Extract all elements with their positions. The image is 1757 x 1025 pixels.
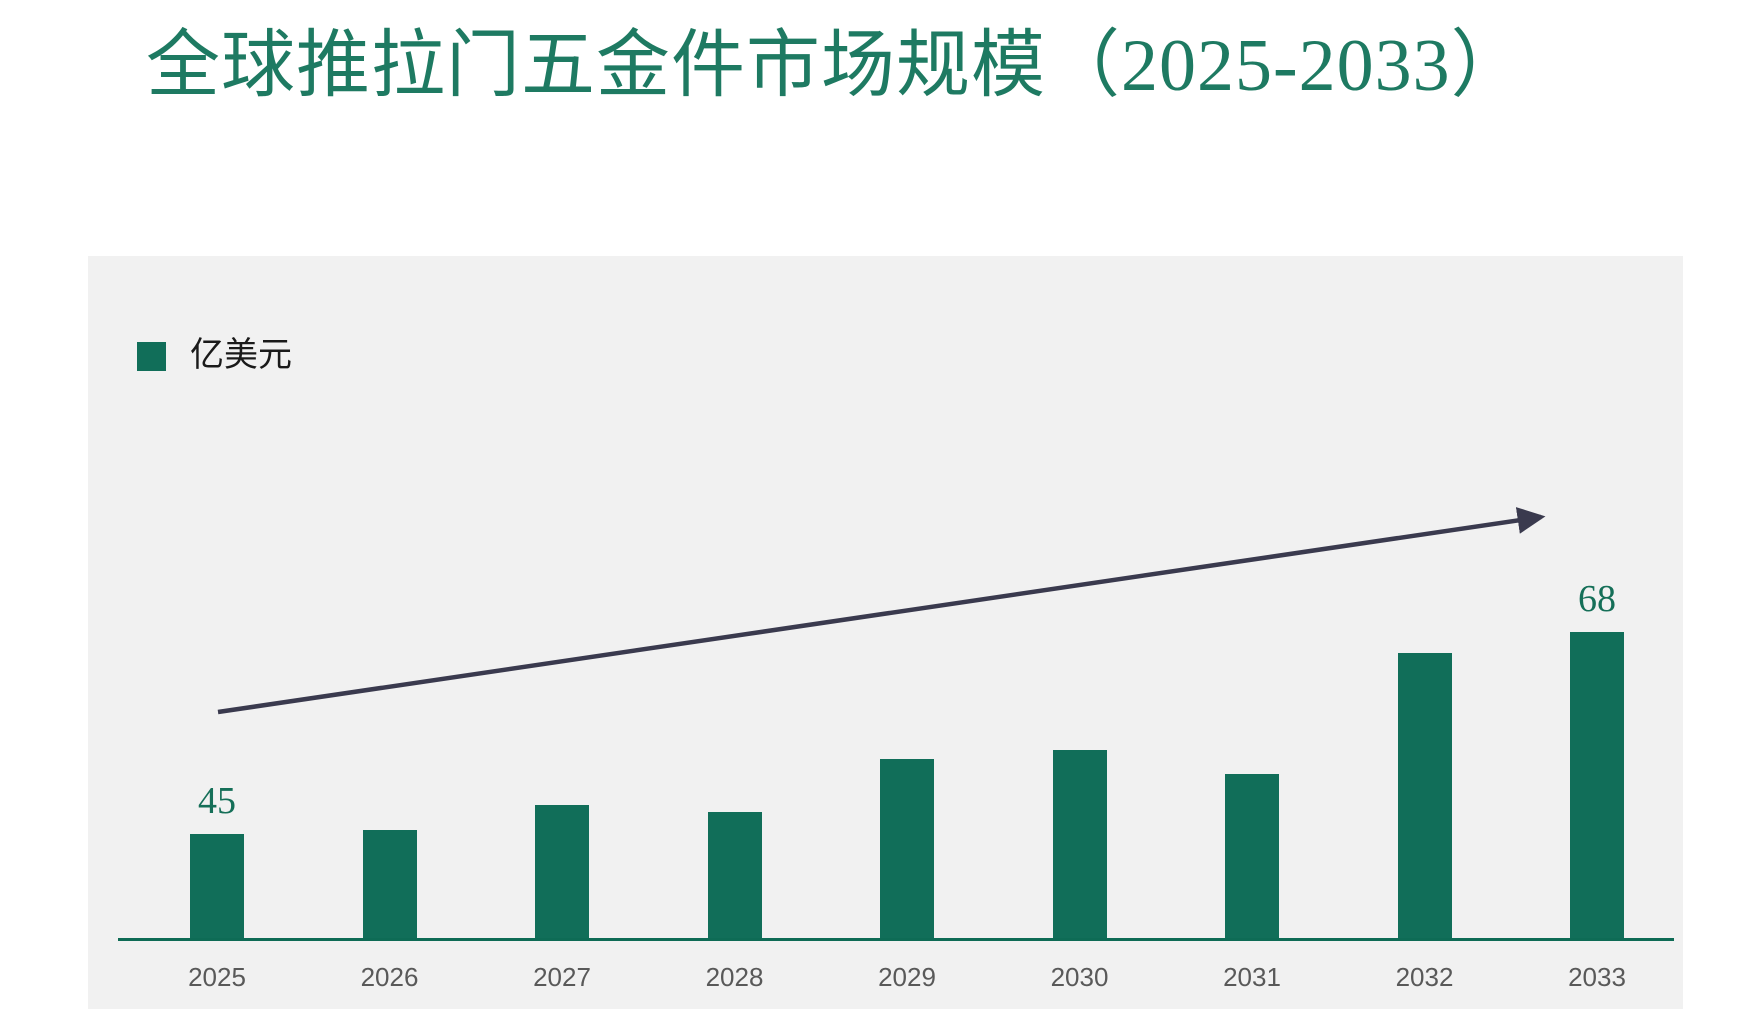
- chart-legend: 亿美元: [137, 337, 292, 374]
- bar-2031: [1225, 774, 1279, 940]
- x-axis-label-2028: 2028: [705, 962, 764, 992]
- x-axis-label-2026: 2026: [360, 962, 419, 992]
- bar-2028: [707, 812, 762, 940]
- value-label-2033: 68: [1578, 578, 1616, 620]
- x-axis-line: [118, 938, 1674, 941]
- value-label-2025: 45: [198, 780, 236, 822]
- legend-swatch-icon: [137, 341, 166, 371]
- x-axis-label-2031: 2031: [1223, 962, 1281, 992]
- bar-2029: [880, 759, 934, 940]
- chart-panel: 亿美元 2025 45 2026 2027 2028 2029 2030 2031 2032 20…: [88, 256, 1683, 1009]
- bar-2027: [535, 805, 589, 940]
- bar-2033: [1570, 632, 1624, 940]
- bar-2030: [1052, 750, 1107, 940]
- bar-2032: [1397, 653, 1452, 940]
- bar-2025: [190, 834, 244, 940]
- x-axis-label-2032: 2032: [1395, 962, 1454, 992]
- x-axis-label-2033: 2033: [1568, 962, 1626, 992]
- legend-label: 亿美元: [190, 337, 292, 374]
- x-axis-label-2030: 2030: [1050, 962, 1109, 992]
- x-axis-label-2029: 2029: [878, 962, 936, 992]
- bar-2026: [362, 830, 417, 940]
- x-axis-label-2027: 2027: [533, 962, 591, 992]
- x-axis-label-2025: 2025: [188, 962, 246, 992]
- page-title: 全球推拉门五金件市场规模（2025-2033）: [146, 25, 1526, 107]
